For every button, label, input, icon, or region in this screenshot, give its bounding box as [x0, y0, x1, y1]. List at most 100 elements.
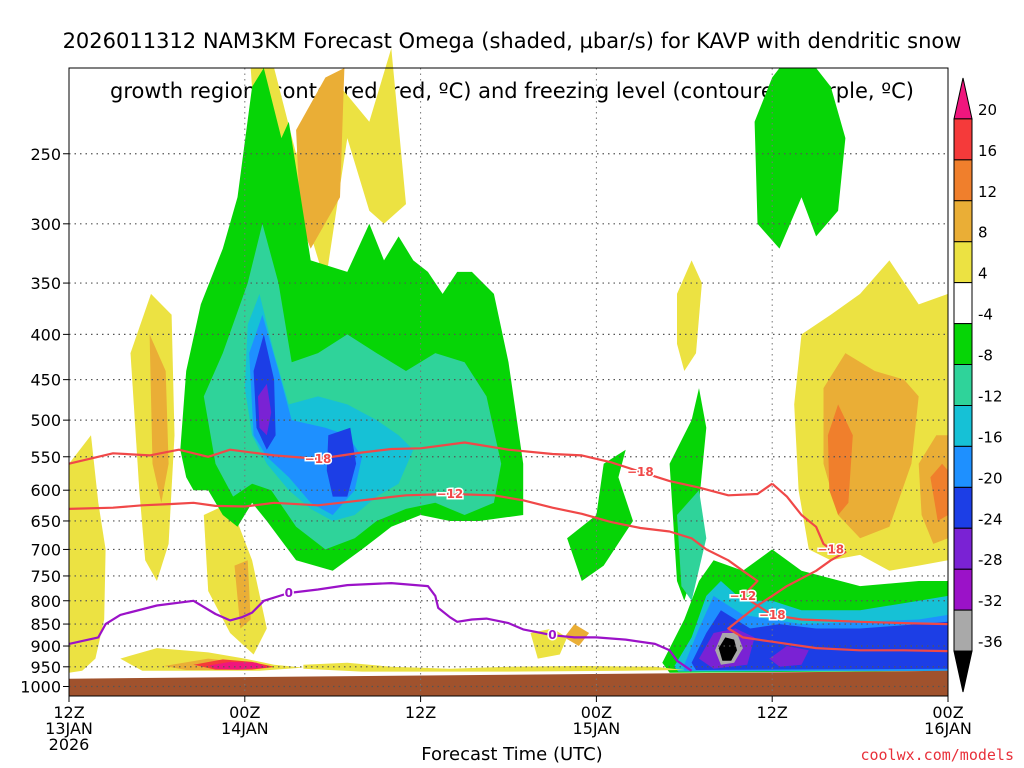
- colorbar-label--4: -4: [978, 306, 993, 324]
- omega-region-32: [930, 463, 948, 521]
- ytick-label-500: 500: [30, 411, 61, 430]
- colorbar-band-10: [953, 486, 973, 529]
- dgz-minus-12-label-1: −12: [730, 589, 757, 603]
- colorbar-label--16: -16: [978, 428, 1003, 446]
- omega-region-22: [691, 610, 948, 670]
- dgz-minus-12-line: [68, 492, 949, 653]
- ytick-label-550: 550: [30, 448, 61, 467]
- freezing-level-line: [68, 581, 693, 672]
- colorbar-band-1: [953, 118, 973, 161]
- omega-region-13: [258, 383, 272, 436]
- ytick-label-850: 850: [30, 615, 61, 634]
- omega-region-26: [718, 637, 737, 661]
- colorbar-label-20: 20: [978, 101, 997, 119]
- colorbar-label--12: -12: [978, 387, 1003, 405]
- dgz-minus-18-low-label-1: −18: [759, 608, 786, 622]
- omega-region-27: [754, 68, 846, 249]
- xtick-label-60-2: 16JAN: [924, 719, 972, 738]
- y-axis-ticks: 250 300 350 400 450 500 550 600 650 700 750 800 850 9…: [20, 145, 69, 697]
- omega-region-24: [769, 646, 809, 667]
- x-axis-label: Forecast Time (UTC): [421, 744, 603, 765]
- dgz-minus-18-line: [68, 441, 773, 497]
- ytick-label-700: 700: [30, 540, 61, 559]
- xtick-label-48-1: 12Z: [757, 703, 788, 722]
- colorbar-band-2: [953, 159, 973, 202]
- xtick-label-12-1: 00Z: [229, 703, 260, 722]
- colorbar-band-4: [953, 241, 973, 284]
- omega-region-33: [677, 260, 702, 371]
- omega-region-17: [669, 388, 707, 601]
- ytick-label-350: 350: [30, 274, 61, 293]
- xtick-label-12-2: 14JAN: [221, 719, 269, 738]
- colorbar-label--8: -8: [978, 347, 993, 365]
- colorbar-band-8: [953, 404, 973, 447]
- title-line-1: 2026011312 NAM3KM Forecast Omega (shaded…: [62, 29, 962, 53]
- ytick-label-950: 950: [30, 658, 61, 677]
- omega-region-14: [564, 624, 590, 646]
- colorbar-band-9: [953, 445, 973, 488]
- omega-region-4: [234, 560, 251, 629]
- colorbar-band-14: [953, 650, 973, 693]
- dgz-minus-18-label-0: −18: [305, 452, 332, 466]
- xtick-label-24-1: 12Z: [405, 703, 436, 722]
- credit-link[interactable]: coolwx.com/models: [860, 746, 1014, 764]
- colorbar-band-0: [953, 77, 973, 120]
- ytick-label-400: 400: [30, 325, 61, 344]
- ytick-label-600: 600: [30, 481, 61, 500]
- freezing-level-label-0: 0: [285, 586, 293, 600]
- colorbar-band-6: [953, 323, 973, 366]
- omega-region-38: [303, 662, 685, 672]
- dgz-minus-18-label-1: −18: [627, 465, 654, 479]
- xtick-label-0-1: 12Z: [53, 703, 84, 722]
- freezing-level-label-1: 0: [548, 628, 556, 642]
- omega-shading-layer: [69, 48, 948, 673]
- colorbar-label-16: 16: [978, 142, 997, 160]
- xtick-label-36-2: 15JAN: [573, 719, 621, 738]
- omega-region-12: [326, 427, 357, 497]
- colorbar-band-5: [953, 282, 973, 325]
- omega-region-0: [69, 435, 106, 673]
- ytick-label-300: 300: [30, 215, 61, 234]
- colorbar-band-7: [953, 364, 973, 406]
- colorbar-label--20: -20: [978, 469, 1003, 487]
- omega-region-18: [677, 490, 707, 601]
- colorbar-band-13: [953, 609, 973, 652]
- colorbar-label--32: -32: [978, 592, 1003, 610]
- ytick-label-650: 650: [30, 512, 61, 531]
- colorbar-label--36: -36: [978, 633, 1003, 651]
- ytick-label-1000: 1000: [20, 678, 61, 697]
- terrain-fill: [69, 670, 948, 696]
- xtick-label-60-1: 00Z: [932, 703, 963, 722]
- dgz-minus-12-label-0: −12: [437, 487, 464, 501]
- ytick-label-450: 450: [30, 371, 61, 390]
- omega-region-30: [827, 404, 853, 515]
- omega-region-6: [296, 68, 345, 249]
- colorbar-band-3: [953, 200, 973, 243]
- ytick-label-800: 800: [30, 592, 61, 611]
- omega-region-3: [203, 502, 267, 655]
- ytick-label-750: 750: [30, 567, 61, 586]
- ytick-label-250: 250: [30, 145, 61, 164]
- xtick-label-0-2: 13JAN: [45, 719, 93, 738]
- omega-region-2: [149, 334, 169, 503]
- colorbar: 20 16 12 8 4 -4 -8 -12 -16 -20 -24 -28 -32 -36: [953, 77, 1003, 693]
- colorbar-label-12: 12: [978, 183, 997, 201]
- omega-region-16: [567, 449, 633, 581]
- dgz-minus-18-low-label-0: −18: [817, 542, 844, 556]
- terrain-layer: [69, 670, 948, 696]
- dgz-minus-18-low-line: [756, 482, 949, 626]
- colorbar-label--24: -24: [978, 510, 1003, 528]
- colorbar-label-8: 8: [978, 224, 988, 242]
- colorbar-band-12: [953, 568, 973, 611]
- xtick-label-36-1: 00Z: [581, 703, 612, 722]
- omega-region-37: [208, 661, 267, 670]
- xtick-label-0-3: 2026: [49, 735, 90, 754]
- plot-frame: [68, 67, 949, 697]
- colorbar-label-4: 4: [978, 265, 988, 283]
- colorbar-band-11: [953, 527, 973, 570]
- colorbar-label--28: -28: [978, 551, 1003, 569]
- ytick-label-900: 900: [30, 637, 61, 656]
